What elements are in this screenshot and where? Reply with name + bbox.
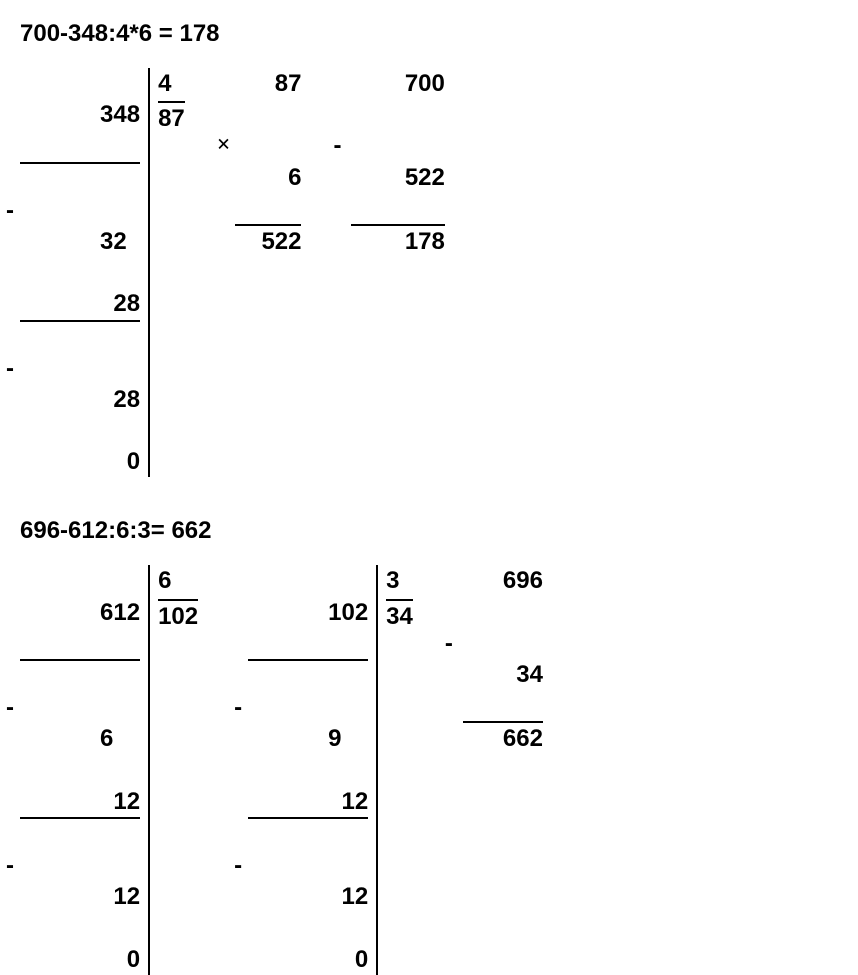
sub-bottom: 34: [516, 661, 543, 688]
divisor: 3: [386, 565, 413, 600]
sub-top: 700: [351, 68, 444, 99]
long-division-2a: 612 - 6 12 - 12 0 6 102: [20, 565, 198, 974]
step-sub: 32: [100, 228, 127, 255]
equation-lhs: 696-612:6:3=: [20, 517, 165, 544]
minus-sign: -: [333, 130, 341, 161]
step-sub: 6: [100, 725, 113, 752]
mult-bottom: 6: [288, 164, 301, 191]
step-val: 12: [20, 786, 140, 817]
equation-1: 700-348:4*6 = 178: [20, 20, 838, 48]
mult-result: 522: [235, 224, 302, 257]
mult-top: 87: [235, 68, 302, 99]
equation-eq: =: [159, 20, 173, 47]
multiplication-1: 87 × 6 522: [235, 68, 302, 257]
equation-result: 662: [171, 517, 211, 544]
divisor: 4: [158, 68, 185, 103]
step-val: 12: [248, 786, 368, 817]
step-val: 0: [20, 944, 140, 975]
equation-result: 178: [179, 20, 219, 47]
quotient: 34: [386, 601, 413, 632]
long-division-1: 348 - 320 28 - 28 0 4 87: [20, 68, 185, 477]
step-val: 28: [20, 288, 140, 319]
step-sub: 9: [328, 725, 341, 752]
minus-sign: -: [6, 692, 14, 723]
minus-sign: -: [6, 850, 14, 881]
sub-result: 178: [351, 224, 444, 257]
minus-sign: -: [6, 353, 14, 384]
step-val: 0: [248, 944, 368, 975]
minus-sign: -: [234, 850, 242, 881]
work-row-1: 348 - 320 28 - 28 0 4 87: [20, 68, 838, 477]
equation-2: 696-612:6:3= 662: [20, 517, 838, 545]
problem-2: 696-612:6:3= 662 612 - 6 12 - 12: [20, 517, 838, 974]
minus-sign: -: [445, 628, 453, 659]
long-division-2b: 102 - 9 12 - 12 0 3 34: [248, 565, 413, 974]
sub-top: 696: [463, 565, 543, 596]
problem-1: 700-348:4*6 = 178 348 - 320 28 -: [20, 20, 838, 477]
equation-lhs: 700-348:4*6: [20, 20, 152, 47]
step-sub: 12: [100, 883, 140, 910]
divisor: 6: [158, 565, 198, 600]
quotient: 102: [158, 601, 198, 632]
dividend: 348: [100, 101, 140, 128]
work-row-2: 612 - 6 12 - 12 0 6 102: [20, 565, 838, 974]
sub-result: 662: [463, 721, 543, 754]
subtraction-2: 696 - 34 662: [463, 565, 543, 754]
sub-bottom: 522: [405, 164, 445, 191]
dividend: 102: [328, 599, 368, 626]
minus-sign: -: [234, 692, 242, 723]
step-sub: 28: [100, 386, 140, 413]
quotient: 87: [158, 103, 185, 134]
step-val: 0: [20, 446, 140, 477]
times-sign: ×: [217, 130, 231, 161]
minus-sign: -: [6, 195, 14, 226]
step-sub: 12: [328, 883, 368, 910]
subtraction-1: 700 - 522 178: [351, 68, 444, 257]
dividend: 612: [100, 599, 140, 626]
